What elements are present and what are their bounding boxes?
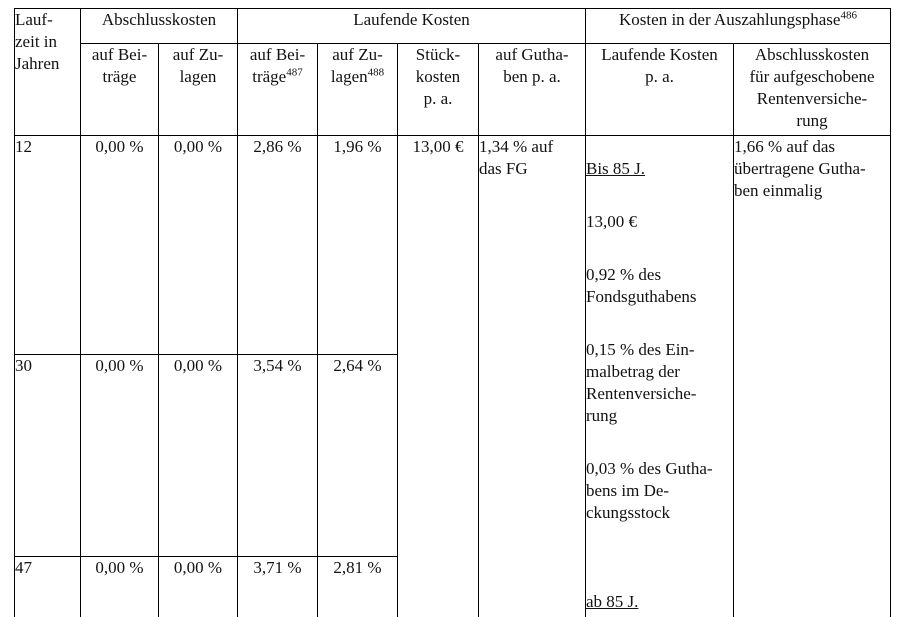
header-abschlusskosten: Abschlusskosten bbox=[80, 8, 238, 44]
header-auszahlungsphase-label: Kosten in der Auszahlungsphase bbox=[619, 10, 841, 29]
header-ap-laufende-kosten: Laufende Kosten p. a. bbox=[585, 43, 734, 136]
header-laufzeit-label: Lauf- zeit in Jahren bbox=[15, 10, 60, 73]
footnote-ref-488: 488 bbox=[367, 66, 385, 79]
header-lk-beitraege: auf Bei- träge487 bbox=[237, 43, 318, 136]
cell-30-ak-zulagen: 0,00 % bbox=[158, 353, 238, 558]
header-ak-zulagen: auf Zu- lagen bbox=[158, 43, 238, 136]
cell-12-ak-zulagen: 0,00 % bbox=[158, 135, 238, 355]
header-lk-zulagen-label: auf Zu- lagen bbox=[330, 45, 383, 86]
cell-47-ak-beitraege: 0,00 % bbox=[80, 556, 159, 617]
payout-item: 13,00 € bbox=[586, 212, 638, 231]
footnote-ref-487: 487 bbox=[286, 66, 303, 79]
header-stueckkosten: Stück- kosten p. a. bbox=[397, 43, 479, 136]
table-row-12: 12 0,00 % 0,00 % 2,86 % 1,96 % 13,00 € 1… bbox=[14, 135, 891, 617]
payout-item: 0,15 % des Ein- malbetrag der Rentenvers… bbox=[586, 340, 697, 425]
payout-heading-bis85: Bis 85 J. bbox=[586, 159, 646, 178]
cell-47-ak-zulagen: 0,00 % bbox=[158, 556, 238, 617]
payout-item: 0,03 % des Gutha- bens im De- ckungsstoc… bbox=[586, 459, 713, 522]
cell-ap-laufende-kosten: Bis 85 J. 13,00 € 0,92 % des Fondsguthab… bbox=[585, 135, 734, 617]
header-group-row: Lauf- zeit in Jahren Abschlusskosten Lau… bbox=[14, 8, 891, 136]
cell-laufzeit-47: 47 bbox=[14, 556, 81, 617]
header-lk-beitraege-label: auf Bei- träge bbox=[249, 45, 306, 86]
cell-12-lk-zulagen: 1,96 % bbox=[317, 135, 398, 355]
header-ap-abschlusskosten: Abschlusskosten für aufgeschobene Renten… bbox=[733, 43, 891, 136]
header-ak-beitraege: auf Bei- träge bbox=[80, 43, 159, 136]
cell-12-ak-beitraege: 0,00 % bbox=[80, 135, 159, 355]
table-row-30: 30 0,00 % 0,00 % 3,54 % 2,64 % bbox=[14, 353, 891, 558]
cell-laufzeit-12: 12 bbox=[14, 135, 81, 355]
cell-47-lk-zulagen: 2,81 % bbox=[317, 556, 398, 617]
header-guthaben: auf Gutha- ben p. a. bbox=[478, 43, 586, 136]
header-auszahlungsphase: Kosten in der Auszahlungsphase486 bbox=[585, 8, 891, 44]
table-row-47: 47 0,00 % 0,00 % 3,71 % 2,81 % bbox=[14, 556, 891, 617]
header-sub-row: auf Bei- träge auf Zu- lagen auf Bei- tr… bbox=[15, 43, 891, 136]
header-laufende-kosten: Laufende Kosten bbox=[237, 8, 586, 44]
header-laufzeit: Lauf- zeit in Jahren bbox=[14, 8, 81, 136]
cell-47-lk-beitraege: 3,71 % bbox=[237, 556, 318, 617]
cell-30-lk-zulagen: 2,64 % bbox=[317, 353, 398, 558]
cost-table: Lauf- zeit in Jahren Abschlusskosten Lau… bbox=[14, 8, 891, 617]
cell-laufzeit-30: 30 bbox=[14, 353, 81, 558]
cell-30-ak-beitraege: 0,00 % bbox=[80, 353, 159, 558]
cell-guthaben: 1,34 % auf das FG bbox=[478, 135, 586, 617]
header-lk-zulagen: auf Zu- lagen488 bbox=[317, 43, 398, 136]
payout-heading-ab85: ab 85 J. bbox=[586, 592, 639, 611]
cell-ap-abschlusskosten: 1,66 % auf das übertragene Gutha- ben ei… bbox=[733, 135, 891, 617]
cell-12-lk-beitraege: 2,86 % bbox=[237, 135, 318, 355]
cell-stueckkosten: 13,00 € bbox=[397, 135, 479, 617]
payout-item: 0,92 % des Fondsguthabens bbox=[586, 265, 697, 306]
footnote-ref-486: 486 bbox=[840, 9, 857, 22]
cell-30-lk-beitraege: 3,54 % bbox=[237, 353, 318, 558]
